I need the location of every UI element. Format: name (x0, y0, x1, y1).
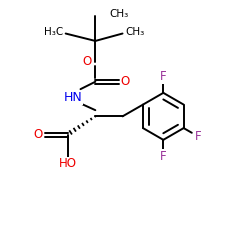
Text: O: O (120, 75, 130, 88)
Text: HN: HN (64, 91, 82, 104)
Text: O: O (34, 128, 43, 141)
Text: O: O (83, 56, 92, 68)
Text: CH₃: CH₃ (109, 9, 128, 19)
Text: F: F (160, 150, 167, 163)
Text: CH₃: CH₃ (125, 27, 144, 37)
Text: HO: HO (59, 157, 77, 170)
Text: F: F (194, 130, 201, 143)
Text: F: F (160, 70, 167, 83)
Text: H₃C: H₃C (44, 27, 63, 37)
